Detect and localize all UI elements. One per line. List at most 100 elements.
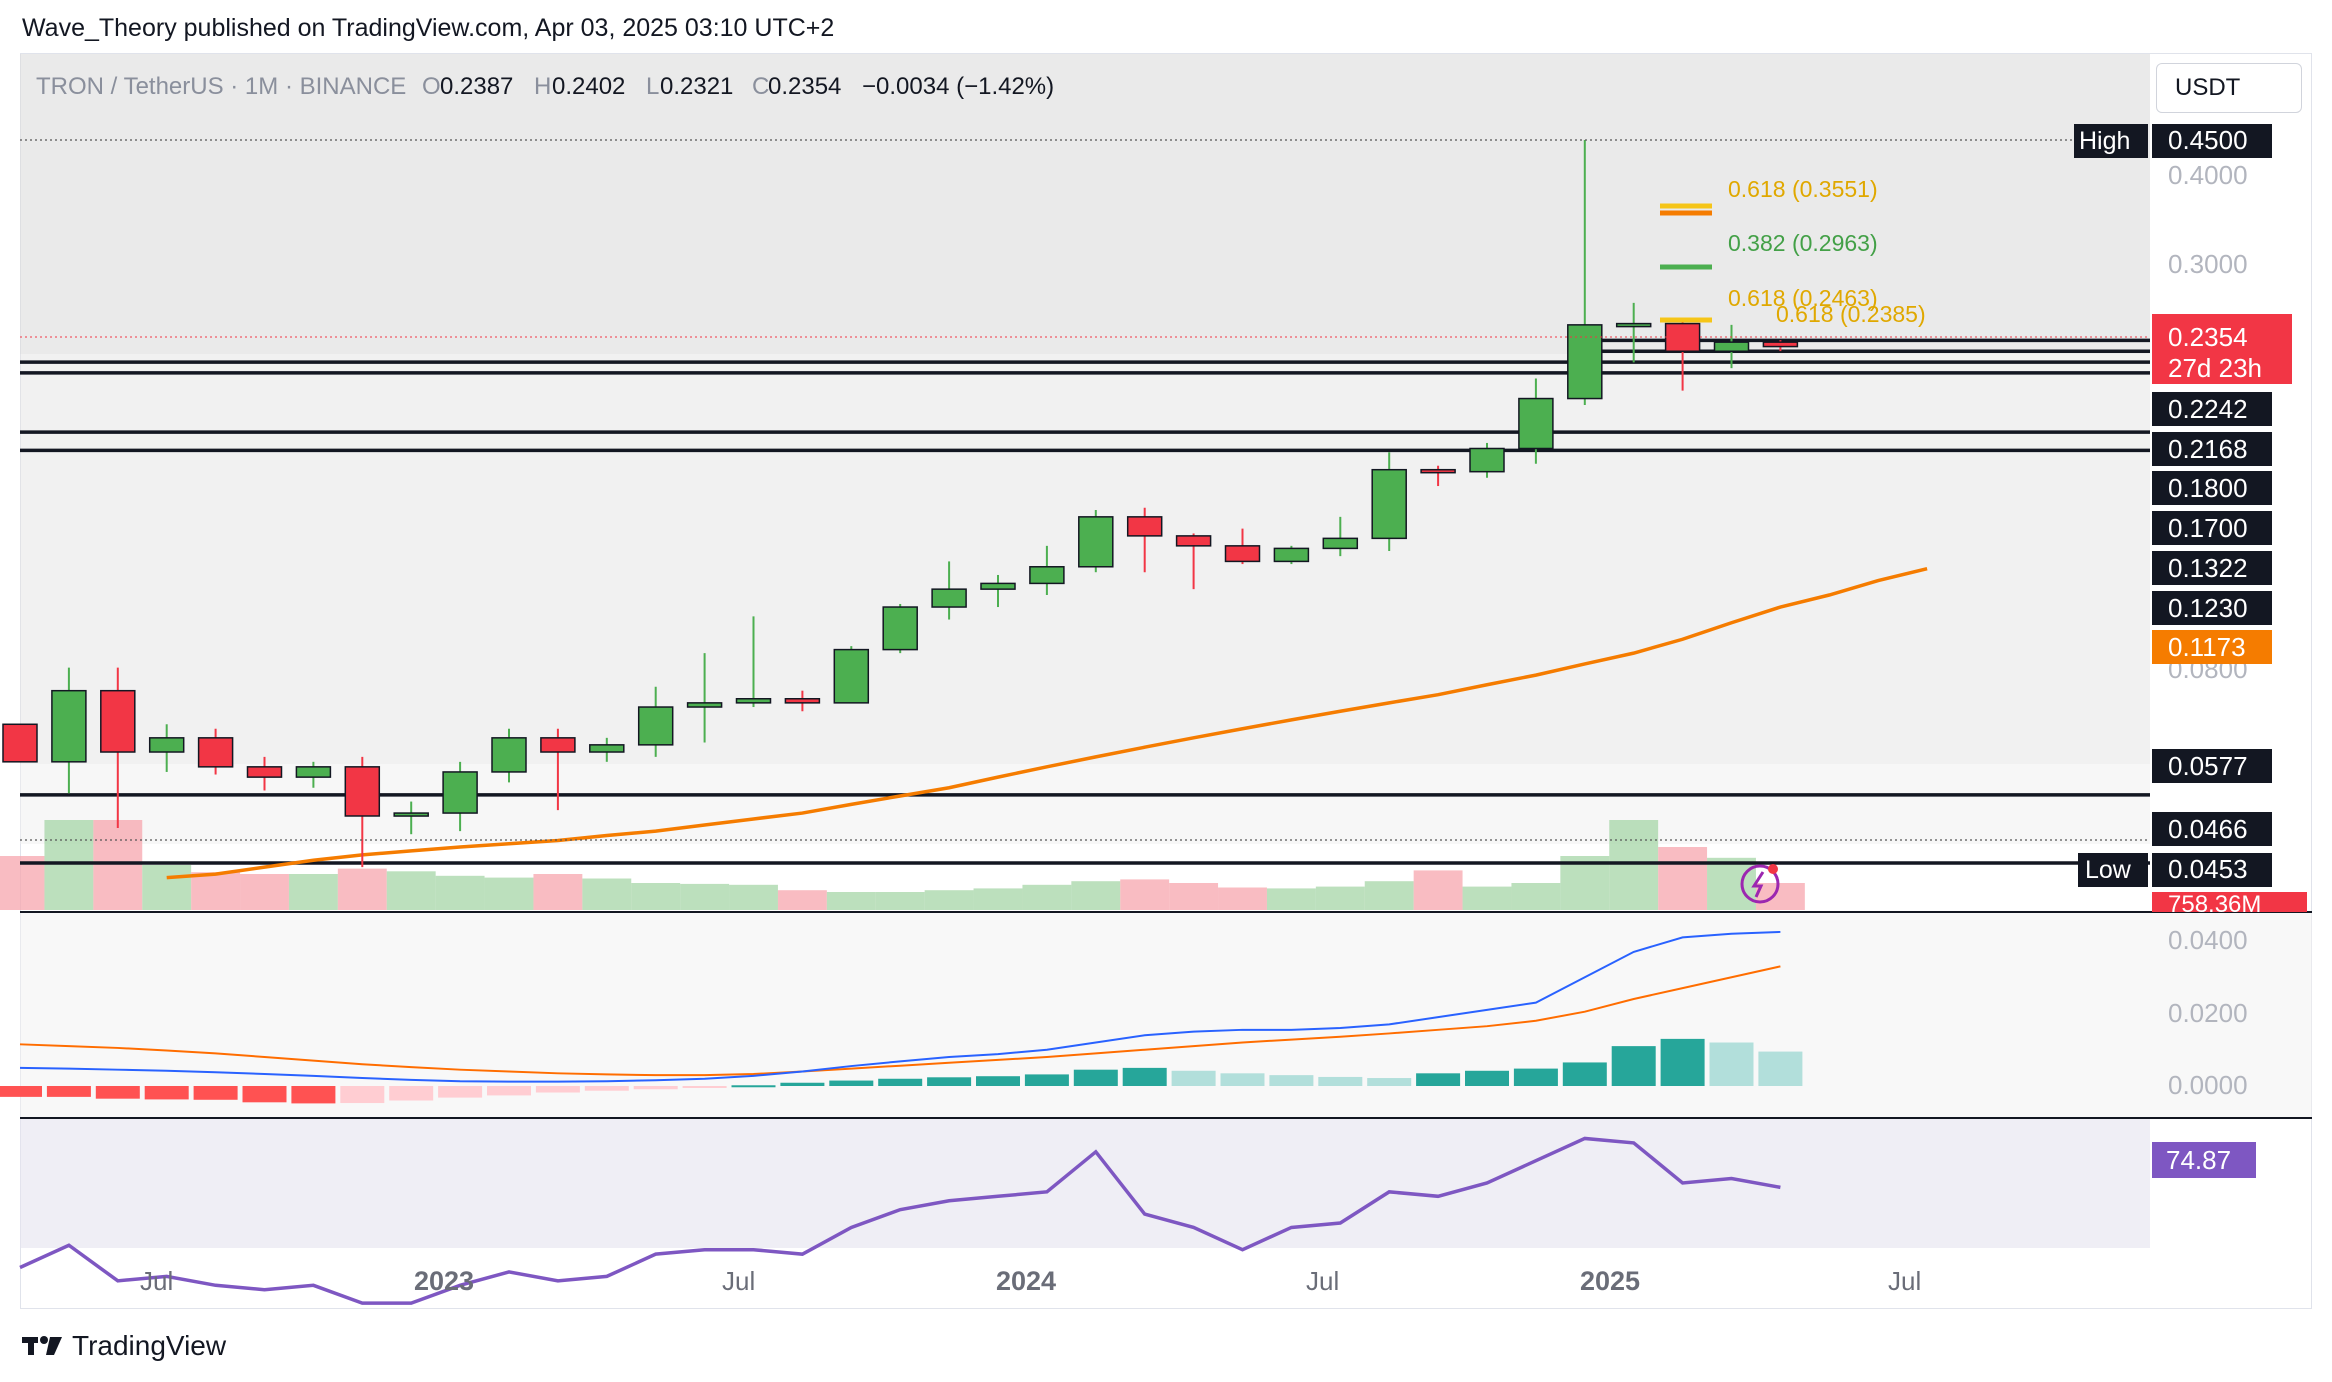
replay-icon[interactable]	[1740, 864, 1780, 904]
macd-histogram-bar	[1562, 1062, 1607, 1086]
volume-bar	[191, 872, 241, 910]
volume-value: 758.36M	[2168, 891, 2261, 918]
macd-histogram-bar	[682, 1086, 727, 1088]
volume-bar	[1022, 884, 1072, 910]
candle-body	[637, 706, 674, 746]
candle-body	[1224, 545, 1261, 563]
volume-bar	[1120, 879, 1170, 910]
level-badge-3	[2152, 471, 2272, 505]
volume-bar	[1413, 870, 1463, 910]
candle-body	[344, 766, 381, 817]
candle-body	[197, 737, 234, 768]
macd-histogram-bar	[1465, 1070, 1509, 1086]
symbol-name: TRON / TetherUS · 1M · BINANCE	[36, 73, 406, 100]
tradingview-logo-icon	[22, 1336, 62, 1355]
macd-tick-2: 0.0200	[2168, 998, 2248, 1028]
time-label-7: Jul	[1888, 1266, 1921, 1296]
price-pane-bg-low	[20, 764, 2150, 844]
volume-bar	[1609, 820, 1659, 910]
close-value: 0.2354	[768, 73, 841, 100]
time-label-5: Jul	[1306, 1266, 1339, 1296]
last-price-badge	[2152, 314, 2292, 384]
support-value-2: 0.0466	[2168, 814, 2248, 844]
volume-bar	[777, 890, 827, 910]
macd-histogram-bar	[780, 1082, 825, 1086]
fib-label-lower-b: 0.618 (0.2385)	[1776, 301, 1926, 327]
macd-histogram-bar	[487, 1086, 531, 1096]
level-badge-4	[2152, 511, 2272, 545]
candle-body	[1371, 468, 1407, 540]
macd-histogram-bar	[633, 1086, 678, 1090]
level-value-5: 0.1322	[2168, 553, 2248, 583]
fib-label-upper-382: 0.382 (0.2963)	[1728, 230, 1878, 256]
candle-body	[393, 812, 429, 817]
candle-body	[589, 744, 625, 753]
candle-body	[1322, 537, 1359, 550]
macd-histogram-bar	[389, 1086, 434, 1101]
low-value-bg	[2152, 853, 2272, 887]
close-label: C	[752, 73, 769, 100]
macd-histogram-bar	[1513, 1068, 1558, 1086]
macd-histogram-bar	[46, 1086, 91, 1097]
macd-histogram-bar	[1220, 1073, 1265, 1086]
macd-histogram-bar	[927, 1077, 972, 1086]
tradingview-brand[interactable]: TradingView	[22, 1330, 226, 1362]
macd-tick-3: 0.0000	[2168, 1070, 2248, 1100]
volume-bar	[44, 820, 94, 910]
level-badge-5	[2152, 551, 2272, 585]
high-label: H	[534, 73, 551, 100]
low-value: 0.2321	[660, 73, 733, 100]
low-label-bg	[2078, 853, 2148, 887]
level-badge-1	[2152, 392, 2272, 426]
candle-body	[1567, 324, 1603, 400]
candle-body	[2, 723, 38, 763]
volume-bar	[1462, 886, 1512, 910]
volume-bar	[1218, 887, 1267, 910]
macd-histogram-bar	[438, 1086, 483, 1098]
volume-bar	[1071, 881, 1121, 910]
macd-signal-line	[19, 965, 1781, 1077]
macd-histogram-bar	[829, 1080, 874, 1086]
volume-bar	[631, 883, 681, 910]
candle-body	[51, 689, 87, 763]
level-value-1: 0.2242	[2168, 394, 2248, 424]
support-badge-1	[2152, 749, 2272, 783]
low-value: 0.0453	[2168, 854, 2248, 884]
macd-histogram-bar	[1660, 1038, 1705, 1086]
macd-histogram-bar	[242, 1086, 287, 1103]
volume-bar	[337, 868, 387, 910]
macd-histogram-bar	[731, 1085, 776, 1088]
open-value: 0.2387	[440, 73, 513, 100]
candle-body	[148, 737, 185, 753]
brand-name: TradingView	[72, 1330, 227, 1361]
volume-bar	[1315, 886, 1365, 910]
macd-histogram-bar	[976, 1076, 1020, 1086]
candle-body	[491, 737, 527, 773]
currency-selector[interactable]: USDT	[2156, 63, 2302, 113]
volume-bar	[93, 820, 143, 910]
candle-body	[442, 771, 478, 814]
macd-histogram-bar	[0, 1086, 42, 1097]
candle-body	[784, 698, 821, 704]
macd-histogram-bar	[584, 1086, 629, 1091]
change-value: −0.0034 (−1.42%)	[862, 73, 1054, 100]
volume-bar	[680, 883, 730, 910]
macd-histogram-bar	[1416, 1073, 1461, 1086]
level-value-6: 0.1230	[2168, 593, 2248, 623]
ema-badge	[2152, 630, 2272, 664]
ema-polyline	[166, 566, 1928, 880]
volume-bar	[1511, 883, 1561, 910]
candle-body	[100, 689, 136, 753]
low-label: L	[646, 73, 659, 100]
candle-body	[1175, 535, 1212, 547]
macd-histogram-bar	[291, 1086, 336, 1104]
volume-badge	[2152, 892, 2307, 912]
high-value: 0.4500	[2168, 125, 2248, 155]
macd-histogram-bar	[1024, 1074, 1069, 1086]
macd-histogram-bar	[1318, 1076, 1363, 1086]
volume-bar	[1707, 857, 1756, 910]
candle-body	[1273, 547, 1310, 563]
volume-bar	[288, 874, 338, 910]
price-pane-bg-top	[20, 54, 2150, 354]
